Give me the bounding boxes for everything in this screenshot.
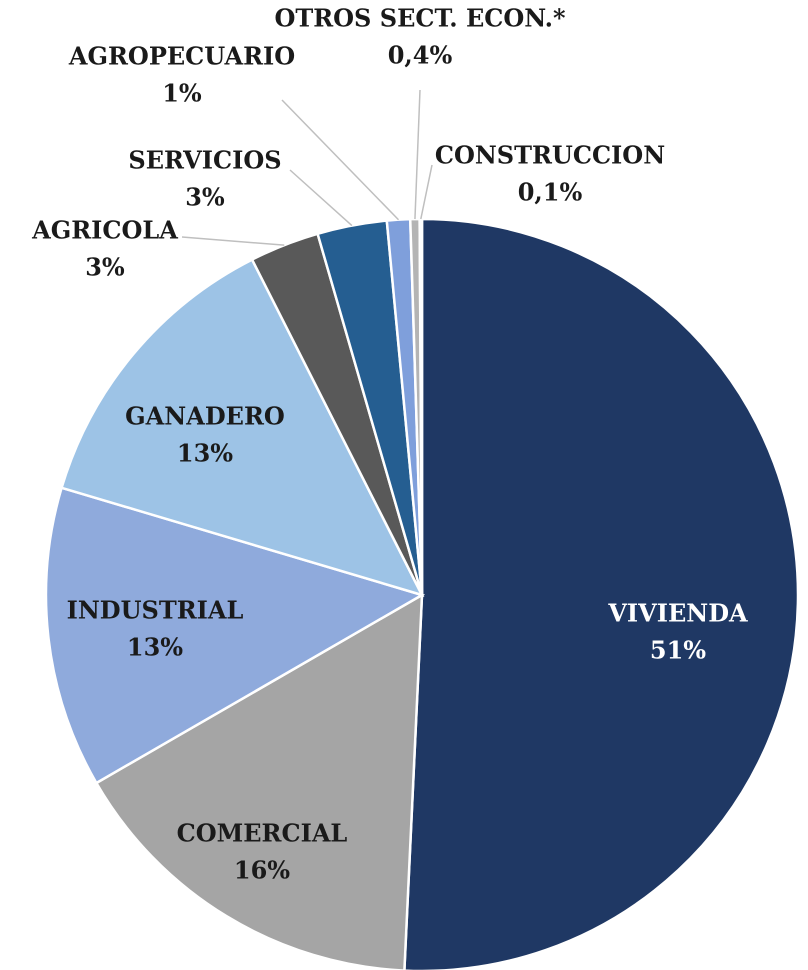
slice-value: 0,4%	[388, 41, 453, 70]
slice-value: 1%	[162, 79, 202, 108]
pie-slice	[44, 486, 426, 785]
slice-label: AGRICOLA	[31, 216, 178, 245]
slice-value: 51%	[650, 636, 706, 665]
slice-label: GANADERO	[125, 402, 285, 431]
slice-value: 3%	[85, 253, 125, 282]
leader-line	[289, 169, 353, 227]
leader-line	[414, 89, 421, 220]
slice-value: 13%	[177, 439, 233, 468]
pie-slice	[403, 217, 800, 970]
leader-line	[281, 99, 400, 221]
slice-label: VIVIENDA	[607, 599, 748, 628]
pie-slice	[60, 257, 425, 598]
slice-value: 16%	[234, 856, 290, 885]
slice-label: OTROS SECT. ECON.*	[274, 4, 566, 33]
slice-label: CONSTRUCCION	[435, 141, 665, 170]
slice-value: 13%	[127, 633, 183, 662]
slice-label: AGROPECUARIO	[68, 42, 295, 71]
slice-value: 0,1%	[518, 178, 583, 207]
pie-slice	[94, 592, 424, 970]
leader-line	[420, 164, 433, 220]
leader-line	[181, 236, 285, 246]
slice-label: COMERCIAL	[177, 819, 348, 848]
slice-value: 3%	[185, 183, 225, 212]
slice-label: SERVICIOS	[128, 146, 281, 175]
slice-label: INDUSTRIAL	[67, 596, 244, 625]
